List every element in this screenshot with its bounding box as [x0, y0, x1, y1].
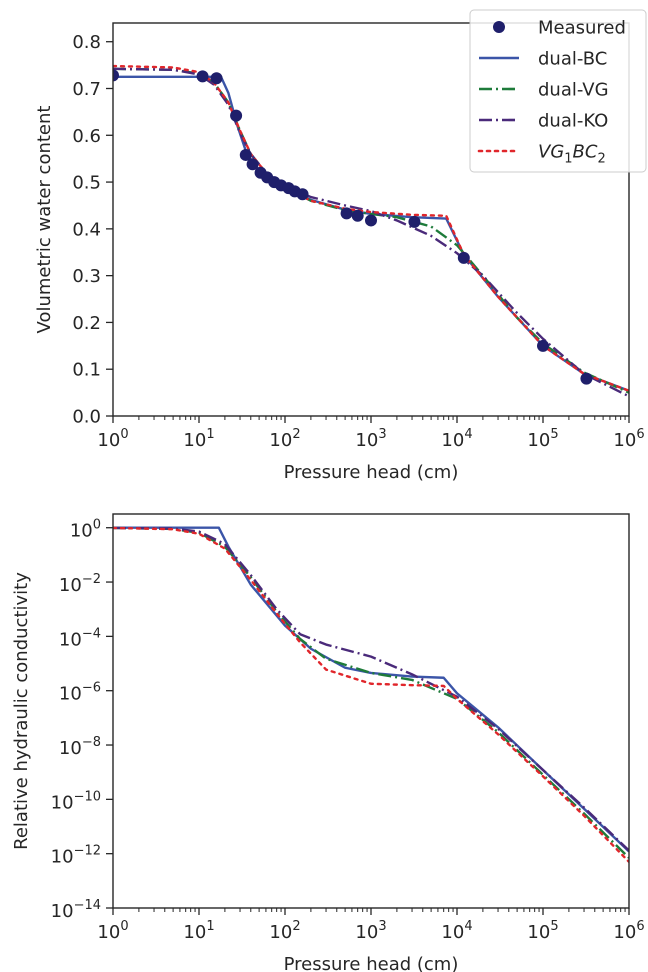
y-tick-label: 0.2 [72, 313, 101, 334]
legend: Measured dual-BC dual-VG dual-KO VG1BC2 [469, 9, 647, 173]
measured-point [351, 209, 364, 222]
y-tick-label: 10−8 [59, 735, 101, 759]
measured-point [365, 214, 377, 227]
y-axis: 10−14 10−12 10−10 10−8 10−6 10−4 10−2 100 [51, 518, 113, 922]
y-tick-label: 10−12 [51, 844, 101, 868]
measured-point [246, 158, 259, 171]
y-tick-label: 0.8 [72, 32, 101, 53]
measured-point [113, 69, 119, 82]
measured-point [340, 207, 353, 220]
x-tick-label: 105 [527, 919, 558, 943]
measured-point [196, 70, 209, 83]
y-tick-label: 0.6 [72, 126, 101, 147]
x-tick-label: 105 [527, 427, 558, 451]
legend-label: dual-VG [538, 80, 609, 101]
x-axis: 100 101 102 103 104 105 106 [97, 416, 645, 451]
y-tick-label: 0.7 [72, 79, 101, 100]
x-tick-label: 103 [355, 919, 386, 943]
measured-point [230, 109, 243, 122]
legend-label: Measured [538, 18, 626, 39]
x-tick-label: 106 [613, 919, 644, 943]
x-tick-label: 106 [613, 427, 644, 451]
conductivity-chart: 100 101 102 103 104 105 106 10−14 10−12 10−10 10−8… [11, 513, 645, 972]
legend-label: dual-BC [538, 49, 607, 70]
x-axis-label: Pressure head (cm) [284, 954, 459, 972]
measured-point [210, 72, 223, 85]
y-tick-label: 0.5 [72, 173, 101, 194]
y-axis: 0.0 0.1 0.2 0.3 0.4 0.5 0.6 0.7 0.8 [72, 32, 113, 428]
x-tick-label: 103 [355, 427, 386, 451]
y-axis-label: Volumetric water content [34, 106, 55, 334]
y-tick-label: 0.0 [72, 407, 101, 428]
series-group [113, 64, 629, 398]
x-tick-label: 100 [97, 427, 128, 451]
measured-point [537, 339, 549, 352]
measured-point [239, 148, 252, 161]
measured-point [457, 251, 470, 264]
x-tick-label: 104 [441, 427, 472, 451]
legend-label: VG1BC2 [538, 142, 606, 167]
y-tick-label: 10−6 [59, 681, 101, 705]
series-line-dual-ko [113, 67, 629, 398]
x-tick-label: 101 [183, 919, 214, 943]
series-group [113, 526, 629, 864]
plot-area [113, 514, 629, 908]
measured-point [408, 215, 421, 228]
legend-box [469, 9, 647, 173]
y-tick-label: 0.3 [72, 266, 101, 287]
y-tick-label: 10−4 [59, 626, 101, 650]
x-tick-label: 104 [441, 919, 472, 943]
measured-point [580, 372, 593, 385]
legend-swatch-measured [493, 21, 505, 33]
y-tick-label: 0.1 [72, 360, 101, 381]
series-line-vg1bc2 [113, 526, 629, 864]
y-tick-label: 0.4 [72, 219, 101, 240]
x-axis: 100 101 102 103 104 105 106 [97, 908, 645, 943]
y-tick-label: 100 [70, 518, 101, 542]
x-tick-label: 102 [269, 919, 300, 943]
series-line-dual-ko [113, 526, 629, 852]
legend-label: dual-KO [538, 111, 608, 132]
x-tick-label: 102 [269, 427, 300, 451]
y-tick-label: 10−10 [51, 789, 101, 813]
y-tick-label: 10−14 [51, 898, 101, 922]
y-tick-label: 10−2 [59, 572, 101, 596]
x-tick-label: 100 [97, 919, 128, 943]
measured-point [296, 188, 309, 201]
water-content-chart: 100 101 102 103 104 105 1060.00.10.20.30.40.50… [34, 9, 647, 483]
x-axis-label: Pressure head (cm) [284, 462, 459, 483]
y-axis-label: Relative hydraulic conductivity [11, 572, 32, 850]
x-tick-label: 101 [183, 427, 214, 451]
